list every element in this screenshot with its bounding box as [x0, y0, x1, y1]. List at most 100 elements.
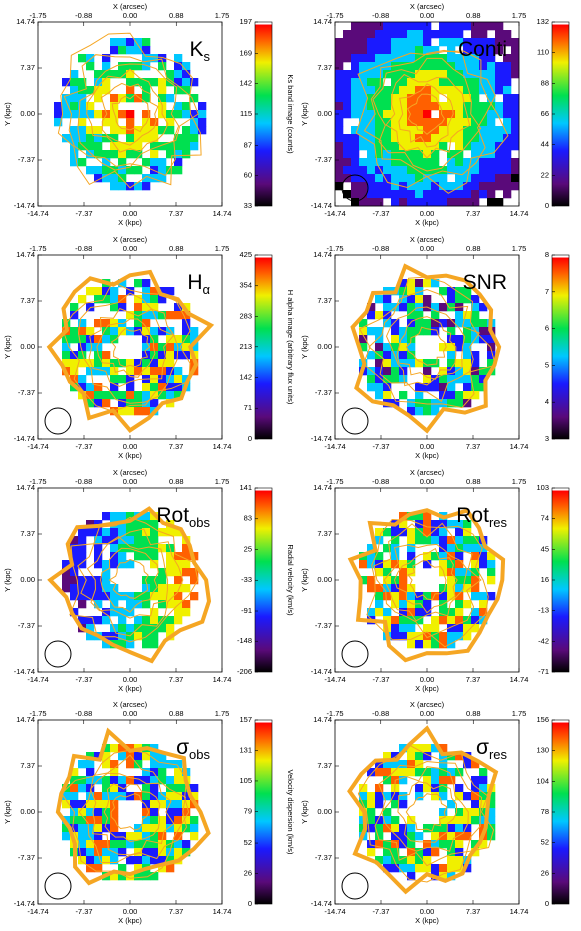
map-pixel — [399, 158, 408, 167]
map-pixel — [375, 792, 384, 801]
map-pixel — [78, 856, 87, 865]
map-pixel — [447, 832, 456, 841]
title-sub: obs — [189, 515, 210, 530]
map-pixel — [110, 544, 119, 553]
map-pixel — [391, 158, 400, 167]
x-tick-label: 14.74 — [510, 209, 529, 218]
map-pixel — [447, 22, 456, 31]
map-pixel — [383, 295, 392, 304]
title-sub: s — [204, 49, 211, 64]
map-pixel — [423, 840, 432, 849]
x-tick-label: 0.00 — [123, 907, 138, 916]
map-pixel — [134, 399, 143, 408]
x-tick-label: -14.74 — [324, 442, 345, 451]
map-pixel — [335, 62, 344, 71]
map-pixel — [391, 327, 400, 336]
map-pixel — [70, 576, 79, 585]
map-pixel — [479, 367, 488, 376]
map-pixel — [190, 335, 199, 344]
map-pixel — [190, 592, 199, 601]
title-main: H — [187, 271, 202, 294]
map-pixel — [455, 78, 464, 87]
map-pixel — [351, 190, 360, 199]
map-pixel — [102, 744, 111, 753]
map-pixel — [134, 552, 143, 561]
map-pixel — [463, 576, 472, 585]
map-pixel — [471, 848, 480, 857]
map-pixel — [158, 54, 167, 63]
map-pixel — [447, 166, 456, 175]
map-pixel — [415, 512, 424, 521]
map-pixel — [142, 856, 151, 865]
map-pixel — [399, 528, 408, 537]
map-pixel — [78, 102, 87, 111]
map-pixel — [70, 70, 79, 79]
map-pixel — [495, 62, 504, 71]
colorbar-tick-label: 142 — [239, 373, 252, 382]
map-pixel — [479, 816, 488, 825]
map-pixel — [343, 142, 352, 151]
map-pixel — [431, 848, 440, 857]
map-pixel — [118, 150, 127, 159]
map-pixel — [94, 343, 103, 352]
map-pixel — [166, 126, 175, 135]
map-pixel — [102, 78, 111, 87]
x2-tick-label: 0.88 — [466, 244, 481, 253]
map-pixel — [375, 760, 384, 769]
colorbar-tick-label: 16 — [541, 575, 549, 584]
map-pixel — [94, 576, 103, 585]
map-pixel — [407, 768, 416, 777]
contour — [47, 506, 212, 664]
map-image — [347, 508, 506, 663]
y-tick-label: -7.37 — [315, 853, 332, 862]
map-pixel — [102, 287, 111, 296]
map-pixel — [150, 616, 159, 625]
map-pixel — [166, 560, 175, 569]
map-pixel — [158, 327, 167, 336]
map-pixel — [375, 311, 384, 320]
map-pixel — [471, 552, 480, 561]
map-pixel — [439, 375, 448, 384]
map-pixel — [407, 632, 416, 641]
map-pixel — [439, 536, 448, 545]
map-pixel — [70, 544, 79, 553]
map-pixel — [182, 816, 191, 825]
map-pixel — [439, 166, 448, 175]
map-pixel — [391, 30, 400, 39]
map-pixel — [62, 560, 71, 569]
map-pixel — [415, 359, 424, 368]
map-pixel — [166, 383, 175, 392]
map-pixel — [142, 343, 151, 352]
map-pixel — [102, 784, 111, 793]
map-pixel — [431, 134, 440, 143]
map-pixel — [54, 110, 63, 119]
map-pixel — [383, 544, 392, 553]
map-pixel — [431, 46, 440, 55]
map-pixel — [479, 544, 488, 553]
title-main: SNR — [463, 271, 507, 294]
map-pixel — [134, 864, 143, 873]
map-pixel — [158, 383, 167, 392]
map-pixel — [126, 536, 135, 545]
map-pixel — [383, 134, 392, 143]
map-pixel — [423, 174, 432, 183]
map-pixel — [150, 584, 159, 593]
map-pixel — [142, 624, 151, 633]
map-pixel — [134, 38, 143, 47]
map-pixel — [399, 279, 408, 288]
map-pixel — [471, 134, 480, 143]
map-pixel — [463, 46, 472, 55]
map-pixel — [134, 616, 143, 625]
map-pixel — [150, 303, 159, 312]
map-pixel — [431, 359, 440, 368]
map-pixel — [479, 126, 488, 135]
map-pixel — [383, 776, 392, 785]
map-pixel — [391, 174, 400, 183]
map-pixel — [126, 142, 135, 151]
map-pixel — [359, 142, 368, 151]
contour — [385, 306, 466, 387]
map-pixel — [158, 832, 167, 841]
map-pixel — [487, 808, 496, 817]
map-pixel — [383, 383, 392, 392]
colorbar-tick-label: -42 — [538, 636, 549, 645]
